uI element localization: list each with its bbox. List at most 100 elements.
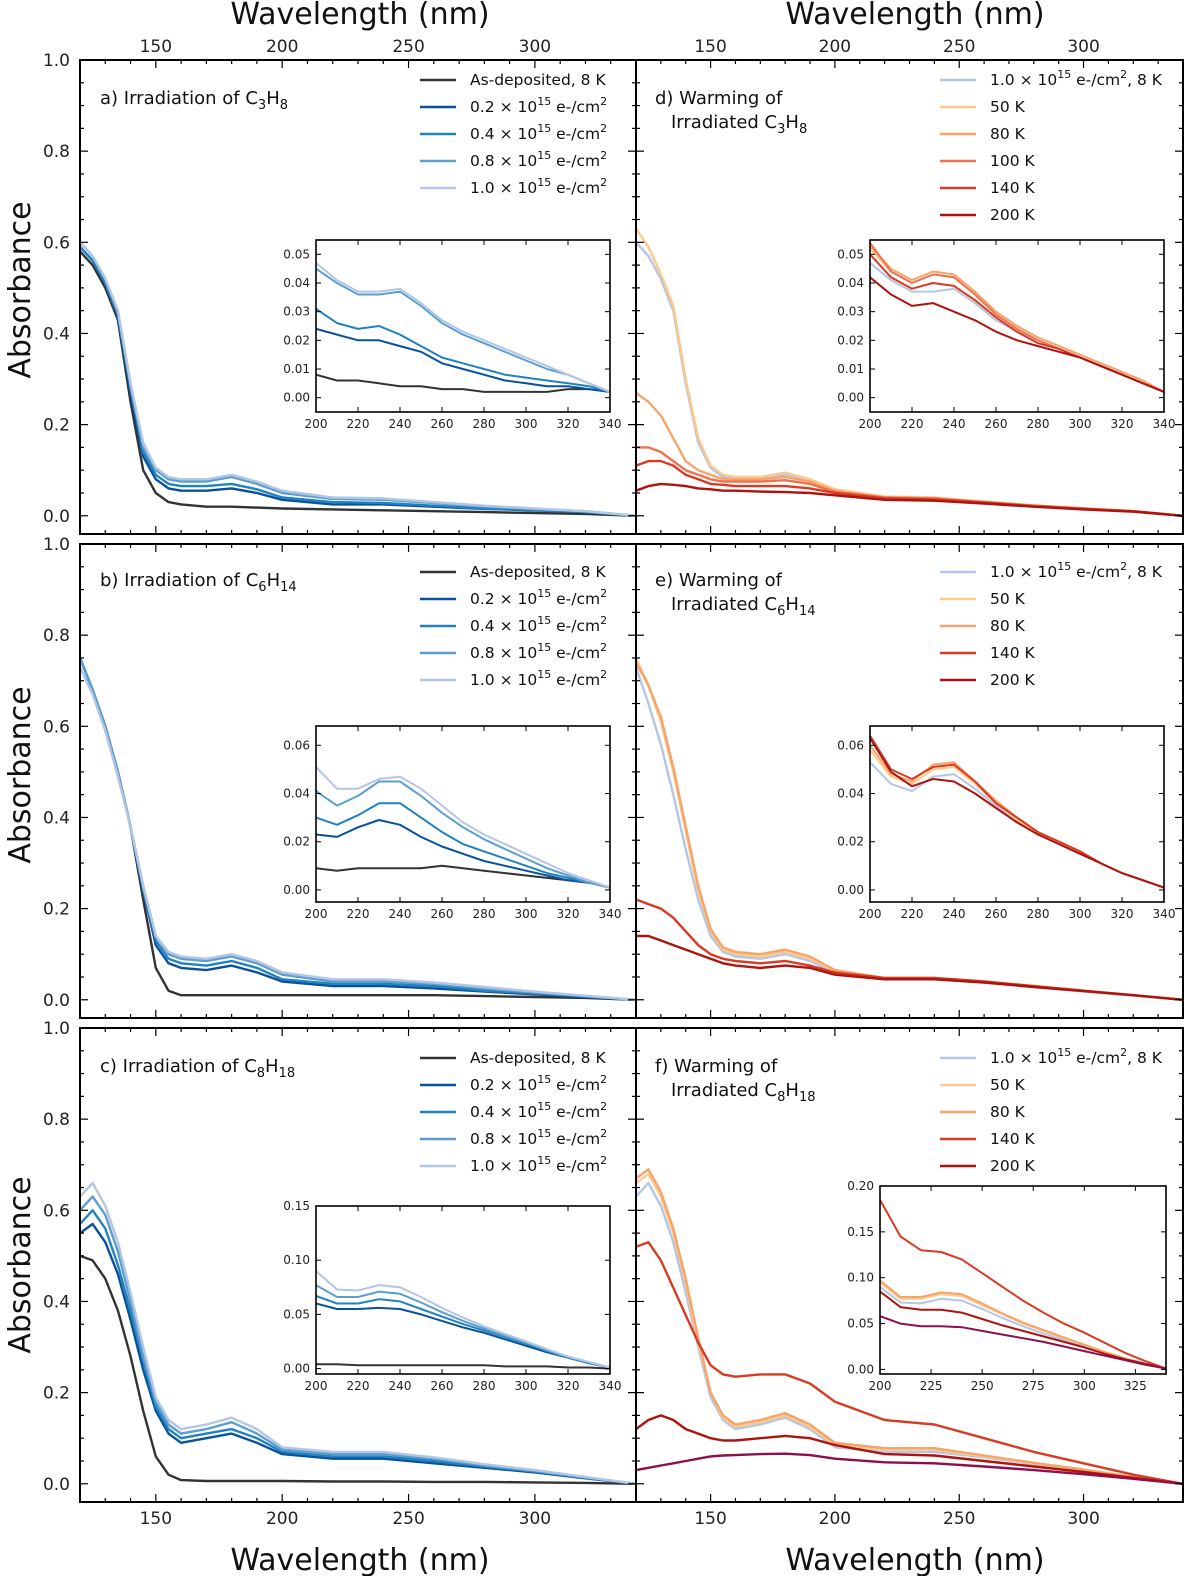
panel-title-line2: Irradiated C6H14 bbox=[671, 594, 816, 619]
legend-label: 50 K bbox=[990, 1076, 1026, 1094]
y-tick-label: 0.0 bbox=[43, 991, 70, 1011]
x-tick-label: 200 bbox=[819, 1509, 851, 1529]
legend: 1.0 × 1015 e-/cm2, 8 K 50 K 80 K 100 K 140 K… bbox=[940, 68, 1163, 224]
legend-label: 140 K bbox=[990, 1130, 1036, 1148]
inset-series-line-1 bbox=[316, 819, 610, 889]
inset-x-tick-label: 260 bbox=[985, 417, 1008, 431]
bottom-axis-title-right: Wavelength (nm) bbox=[785, 1543, 1044, 1576]
x-tick-label: 200 bbox=[819, 37, 851, 57]
legend-label: 50 K bbox=[990, 590, 1026, 608]
inset-y-tick-label: 0.04 bbox=[283, 276, 310, 290]
inset: 200 220 240 260 280 300 320 340 0.00 0.05 0.10 0.15 bbox=[283, 1199, 621, 1393]
series-line-5 bbox=[636, 1452, 1183, 1485]
series-group bbox=[636, 657, 1183, 1001]
y-tick-label: 1.0 bbox=[43, 535, 70, 555]
x-tick-label: 150 bbox=[694, 1509, 726, 1529]
legend-label: 1.0 × 1015 e-/cm2, 8 K bbox=[990, 560, 1163, 581]
legend-label: 200 K bbox=[990, 206, 1036, 224]
series-line-3 bbox=[636, 446, 1183, 517]
y-tick-label: 0.2 bbox=[43, 900, 70, 920]
inset-x-tick-label: 320 bbox=[557, 1379, 580, 1393]
panel-title-line2: Irradiated C8H18 bbox=[671, 1080, 816, 1105]
inset: 200 225 250 275 300 325 0.00 0.05 0.10 0.15 0.20 bbox=[847, 1179, 1167, 1393]
bottom-axis-title-left: Wavelength (nm) bbox=[230, 1543, 489, 1576]
y-tick-label: 0.6 bbox=[43, 233, 70, 253]
legend-label: 0.8 × 1015 e-/cm2 bbox=[470, 641, 607, 662]
inset-x-tick-label: 320 bbox=[1111, 417, 1134, 431]
inset-y-tick-label: 0.00 bbox=[283, 391, 310, 405]
y-tick-label: 0.4 bbox=[43, 324, 70, 344]
inset-frame bbox=[869, 725, 1165, 903]
series-line-4 bbox=[636, 1414, 1183, 1485]
inset-x-tick-label: 340 bbox=[1153, 417, 1176, 431]
inset-frame bbox=[315, 1205, 611, 1375]
panel-c: 150 200 250 300 0.0 0.2 0.4 0.6 0.8 1.0 c) Irradia… bbox=[43, 1019, 637, 1529]
inset-x-tick-label: 300 bbox=[515, 417, 538, 431]
inset-x-tick-label: 275 bbox=[1022, 1379, 1045, 1393]
series-group bbox=[80, 657, 636, 1001]
inset-x-tick-label: 300 bbox=[1069, 907, 1092, 921]
y-tick-label: 0.8 bbox=[43, 1110, 70, 1130]
inset-x-tick-label: 220 bbox=[901, 417, 924, 431]
series-line-3 bbox=[636, 1240, 1183, 1485]
inset-series-group bbox=[870, 242, 1164, 393]
legend-label: As-deposited, 8 K bbox=[470, 71, 606, 89]
inset-y-tick-label: 0.01 bbox=[283, 362, 310, 376]
legend: As-deposited, 8 K 0.2 × 1015 e-/cm2 0.4 × … bbox=[420, 71, 607, 197]
inset-x-tick-label: 260 bbox=[431, 417, 454, 431]
inset-x-tick-label: 200 bbox=[859, 417, 882, 431]
inset-series-line-2 bbox=[316, 307, 610, 393]
inset-x-tick-label: 300 bbox=[515, 1379, 538, 1393]
inset-y-tick-label: 0.02 bbox=[837, 835, 864, 849]
series-group bbox=[80, 241, 636, 517]
inset-series-line-2 bbox=[870, 245, 1164, 393]
series-line-4 bbox=[80, 666, 636, 1001]
x-tick-label: 250 bbox=[943, 1509, 975, 1529]
y-tick-label: 0.8 bbox=[43, 626, 70, 646]
legend: As-deposited, 8 K 0.2 × 1015 e-/cm2 0.4 × … bbox=[420, 563, 607, 689]
inset-series-line-0 bbox=[316, 373, 610, 393]
series-line-2 bbox=[80, 1209, 636, 1485]
legend: 1.0 × 1015 e-/cm2, 8 K 50 K 80 K 140 K 200 K bbox=[940, 560, 1163, 689]
inset-x-tick-label: 200 bbox=[859, 907, 882, 921]
x-tick-label: 250 bbox=[392, 37, 424, 57]
legend-label: As-deposited, 8 K bbox=[470, 563, 606, 581]
inset-y-tick-label: 0.04 bbox=[837, 787, 864, 801]
inset-y-tick-label: 0.05 bbox=[847, 1317, 874, 1331]
inset: 200 220 240 260 280 300 320 340 0.00 0.01 0.02 0.03… bbox=[837, 239, 1176, 431]
inset-y-tick-label: 0.05 bbox=[837, 247, 864, 261]
inset-x-tick-label: 220 bbox=[901, 907, 924, 921]
top-axis-title-right: Wavelength (nm) bbox=[785, 0, 1044, 32]
inset-x-tick-label: 260 bbox=[431, 907, 454, 921]
inset-series-group bbox=[316, 766, 610, 889]
inset-x-tick-label: 240 bbox=[389, 1379, 412, 1393]
inset-x-tick-label: 200 bbox=[305, 907, 328, 921]
inset-x-tick-label: 220 bbox=[347, 417, 370, 431]
inset-x-tick-label: 220 bbox=[347, 907, 370, 921]
inset-y-tick-label: 0.02 bbox=[837, 333, 864, 347]
series-group bbox=[636, 1168, 1183, 1485]
inset-y-tick-label: 0.04 bbox=[283, 787, 310, 801]
ticks bbox=[636, 543, 1184, 1018]
y-axis-titles: Absorbance Absorbance Absorbance bbox=[3, 201, 38, 1353]
inset-series-line-5 bbox=[880, 1315, 1166, 1370]
panel-title: d) Warming of Irradiated C3H8 bbox=[655, 88, 807, 137]
inset: 200 220 240 260 280 300 320 340 0.00 0.02 0.04 0.06 bbox=[283, 725, 621, 921]
legend-label: 0.8 × 1015 e-/cm2 bbox=[470, 1127, 607, 1148]
ticks: 150 200 250 300 bbox=[636, 1027, 1184, 1529]
x-tick-label: 300 bbox=[519, 1509, 551, 1529]
inset-y-tick-label: 0.10 bbox=[847, 1271, 874, 1285]
inset-frame bbox=[869, 239, 1165, 413]
legend-label: 0.2 × 1015 e-/cm2 bbox=[470, 1073, 607, 1094]
series-line-4 bbox=[80, 241, 636, 517]
inset-y-tick-label: 0.01 bbox=[837, 362, 864, 376]
inset-x-tick-label: 340 bbox=[599, 1379, 622, 1393]
panel-f: 150 200 250 300 f) Warming of Irradiated C8H1… bbox=[635, 1027, 1184, 1529]
x-tick-label: 300 bbox=[1067, 37, 1099, 57]
inset-series-line-2 bbox=[316, 802, 610, 889]
inset-y-tick-label: 0.00 bbox=[847, 1362, 874, 1376]
inset-x-tick-label: 320 bbox=[557, 417, 580, 431]
x-tick-label: 300 bbox=[1067, 1509, 1099, 1529]
y-tick-label: 0.2 bbox=[43, 416, 70, 436]
